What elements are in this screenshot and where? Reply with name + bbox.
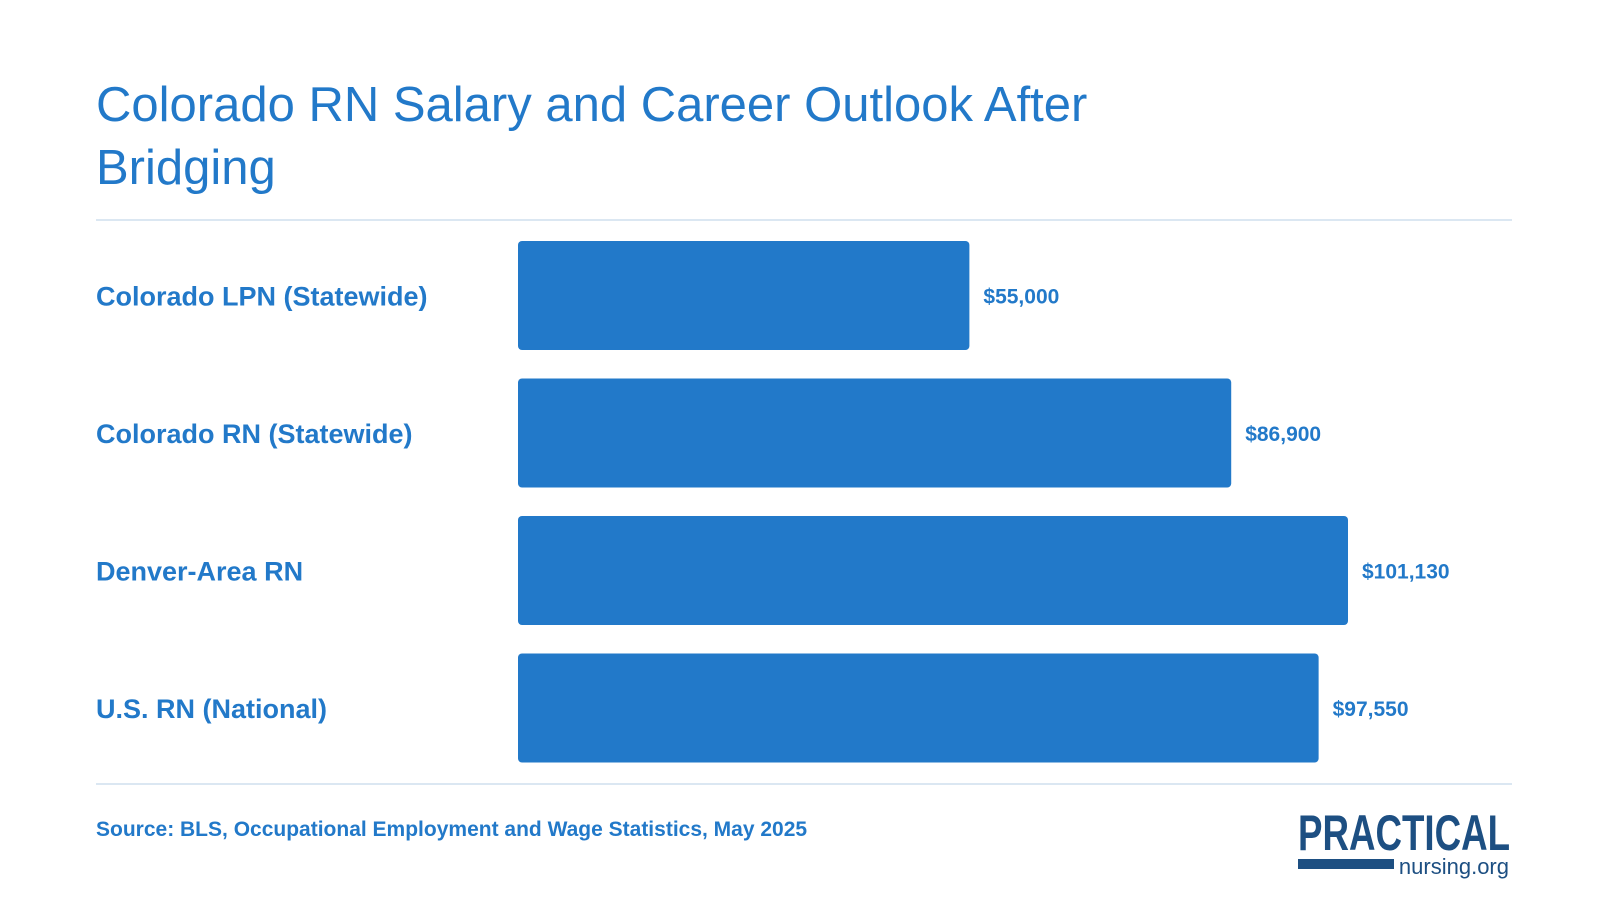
bar	[518, 378, 1232, 488]
logo-bottom-text: nursing.org	[1399, 854, 1509, 879]
category-label: Denver-Area RN	[96, 557, 303, 587]
value-label: $97,550	[1333, 698, 1409, 721]
bar	[518, 241, 970, 350]
category-label: Colorado RN (Statewide)	[96, 419, 413, 449]
chart-title: Colorado RN Salary and Career Outlook Af…	[96, 78, 1088, 195]
top-divider	[96, 219, 1512, 221]
value-label: $101,130	[1362, 561, 1450, 584]
value-label: $55,000	[983, 286, 1059, 309]
bar	[518, 516, 1348, 625]
logo-top-text: PRACTICAL	[1298, 806, 1510, 861]
logo-underline-bar	[1298, 859, 1394, 869]
value-label: $86,900	[1245, 423, 1321, 446]
source-note: Source: BLS, Occupational Employment and…	[96, 818, 808, 841]
practicalnursing-logo: PRACTICAL nursing.org	[1298, 806, 1510, 879]
category-label: U.S. RN (National)	[96, 694, 327, 724]
bar	[518, 653, 1319, 763]
category-label: Colorado LPN (Statewide)	[96, 282, 428, 312]
bottom-divider	[96, 783, 1512, 785]
